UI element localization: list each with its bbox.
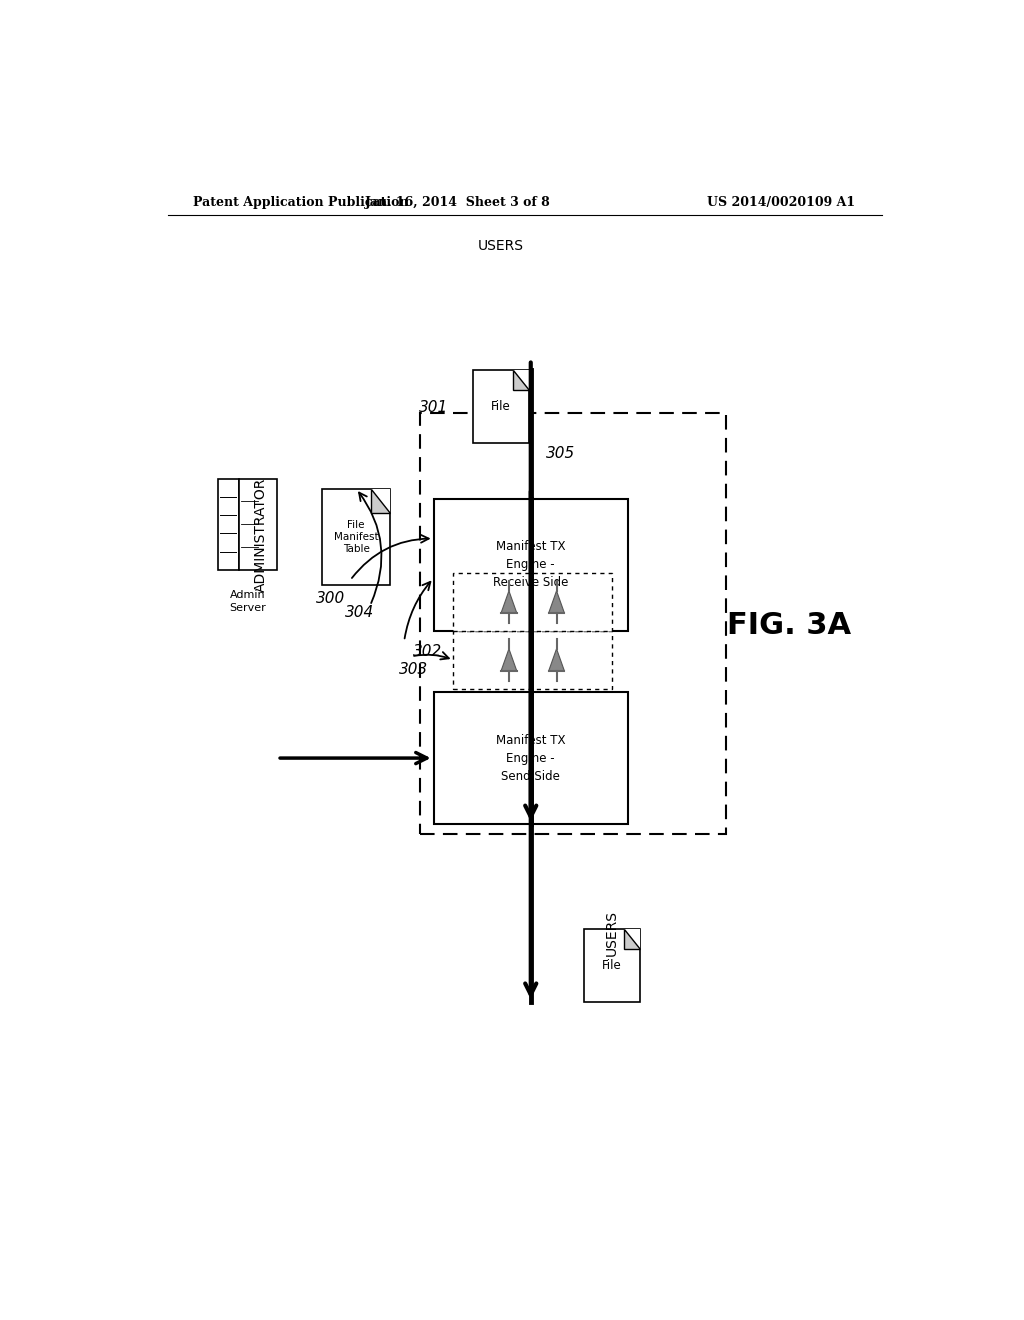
Polygon shape: [513, 370, 528, 389]
Polygon shape: [371, 488, 390, 513]
Bar: [454, 573, 612, 631]
Text: 305: 305: [546, 446, 575, 461]
Bar: [473, 370, 528, 444]
Text: 303: 303: [399, 663, 428, 677]
Polygon shape: [501, 649, 517, 671]
Text: 304: 304: [345, 606, 375, 620]
Text: US 2014/0020109 A1: US 2014/0020109 A1: [708, 195, 855, 209]
Text: File: File: [492, 400, 511, 413]
Polygon shape: [501, 591, 517, 614]
Text: Manifest TX
Engine -
Receive Side: Manifest TX Engine - Receive Side: [494, 540, 568, 590]
Text: USERS: USERS: [478, 239, 524, 253]
Text: Jan. 16, 2014  Sheet 3 of 8: Jan. 16, 2014 Sheet 3 of 8: [365, 195, 550, 209]
Text: File
Manifest
Table: File Manifest Table: [334, 520, 379, 554]
Polygon shape: [549, 649, 564, 671]
Bar: [420, 413, 726, 834]
Bar: [433, 692, 628, 824]
Bar: [454, 631, 612, 689]
Polygon shape: [625, 929, 640, 949]
Bar: [239, 479, 278, 570]
Text: Patent Application Publication: Patent Application Publication: [194, 195, 409, 209]
Bar: [433, 499, 628, 631]
Text: USERS: USERS: [605, 911, 620, 956]
Text: FIG. 3A: FIG. 3A: [727, 611, 851, 640]
Text: File: File: [602, 958, 622, 972]
Text: 302: 302: [414, 644, 442, 659]
Text: 301: 301: [419, 400, 449, 414]
Text: Manifest TX
Engine -
Send Side: Manifest TX Engine - Send Side: [496, 734, 565, 783]
Bar: [218, 479, 239, 570]
Bar: [585, 929, 640, 1002]
Text: Admin
Server: Admin Server: [229, 590, 266, 612]
Polygon shape: [625, 929, 640, 949]
Polygon shape: [371, 488, 390, 513]
Polygon shape: [549, 591, 564, 614]
Text: 300: 300: [315, 591, 345, 606]
Polygon shape: [513, 370, 528, 389]
Text: ADMINISTRATOR: ADMINISTRATOR: [254, 478, 268, 591]
Bar: [323, 488, 390, 585]
